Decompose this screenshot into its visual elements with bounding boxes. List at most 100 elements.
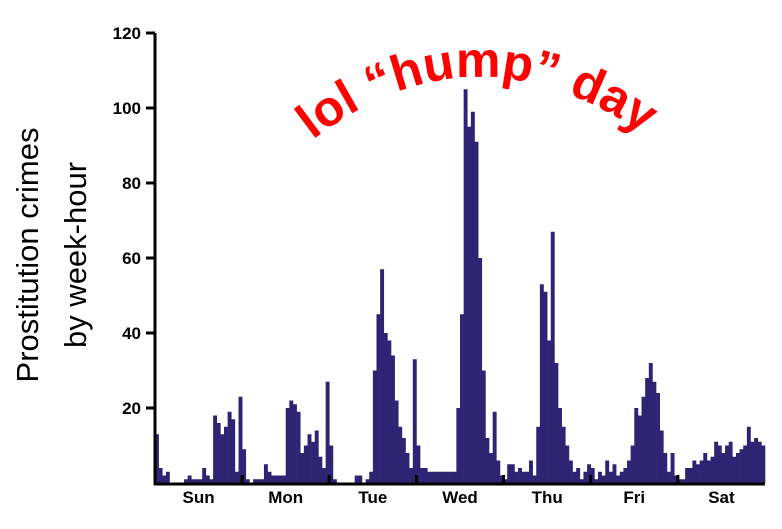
bar [656,393,660,483]
bar [728,441,733,483]
bar [401,438,406,483]
bar [260,479,265,483]
hump-day-annotation: lol “hump” day [286,32,668,149]
bar [706,460,711,483]
bar [416,445,421,483]
bar [696,464,700,483]
bar [474,141,479,483]
bar [456,408,461,483]
bar [325,381,330,483]
bar [383,333,388,483]
bar [191,479,196,483]
day-label-tue: Tue [358,488,387,507]
bar [409,468,414,483]
bar [594,479,599,483]
bar [554,363,559,483]
bar [721,453,726,483]
bar [754,438,759,483]
day-label-wed: Wed [442,488,478,507]
bar [165,471,170,483]
bar [507,464,512,483]
bar [405,453,410,483]
bar [202,468,207,483]
bar [158,468,163,483]
bar [274,475,279,483]
bar [412,359,417,483]
bar [162,475,167,483]
y-tick-label: 20 [122,399,141,418]
bar [503,479,508,483]
bar [263,464,268,483]
bar [434,471,439,483]
bar [623,468,628,483]
bar [757,441,762,483]
bar [187,475,192,483]
bar [521,471,526,483]
bar [209,479,214,483]
bar [717,445,722,483]
bar [525,471,530,483]
bar [470,111,475,483]
axes-group: 20 40 60 80 100 120 Sun Mon Tue Wed Thu Fri Sat [113,24,765,507]
day-label-sun: Sun [183,488,215,507]
bar [601,475,606,483]
bar [699,460,704,483]
bar [630,445,635,483]
bar [205,475,210,483]
bar [583,471,588,483]
y-axis-label-line1: Prostitution crimes [10,128,45,383]
bar [576,468,581,483]
bar [597,471,602,483]
y-tick-label: 40 [122,324,141,343]
bar [648,363,653,483]
bar [528,460,533,483]
bar [394,400,399,483]
bar [198,479,203,483]
bar [430,471,435,483]
bar [645,378,650,483]
bar [659,430,664,483]
y-tick-label: 120 [113,24,141,43]
bar [688,468,693,483]
bar [303,445,308,483]
bar [539,284,544,483]
bar [677,479,682,483]
bar [743,445,748,483]
y-tick-label: 100 [113,99,141,118]
bar [245,479,250,483]
bar [652,381,657,483]
y-axis-label-line2: by week-hour [58,162,93,348]
bar [510,464,515,483]
bar [278,475,283,483]
bar [271,475,276,483]
bar [746,426,751,483]
bar [496,460,501,483]
bar [420,468,424,483]
bar [692,460,697,483]
bar [605,460,610,483]
bar [227,411,232,483]
bar [223,426,228,483]
bar [267,471,272,483]
bar [423,468,428,483]
bar [627,460,631,483]
bar [725,445,729,483]
bar [463,89,468,483]
bar [641,396,646,483]
bar [220,434,225,483]
bar [256,479,261,483]
bar [213,415,218,483]
bar [732,456,737,483]
bar [427,471,432,483]
bar [714,441,719,483]
bar [514,471,519,483]
bar [449,471,454,483]
bar [619,471,624,483]
y-tick-label: 80 [122,174,141,193]
bar [532,475,537,483]
bar [518,468,523,483]
bar [481,370,486,483]
bar [637,415,642,483]
bar [489,453,493,483]
bar [155,434,159,483]
